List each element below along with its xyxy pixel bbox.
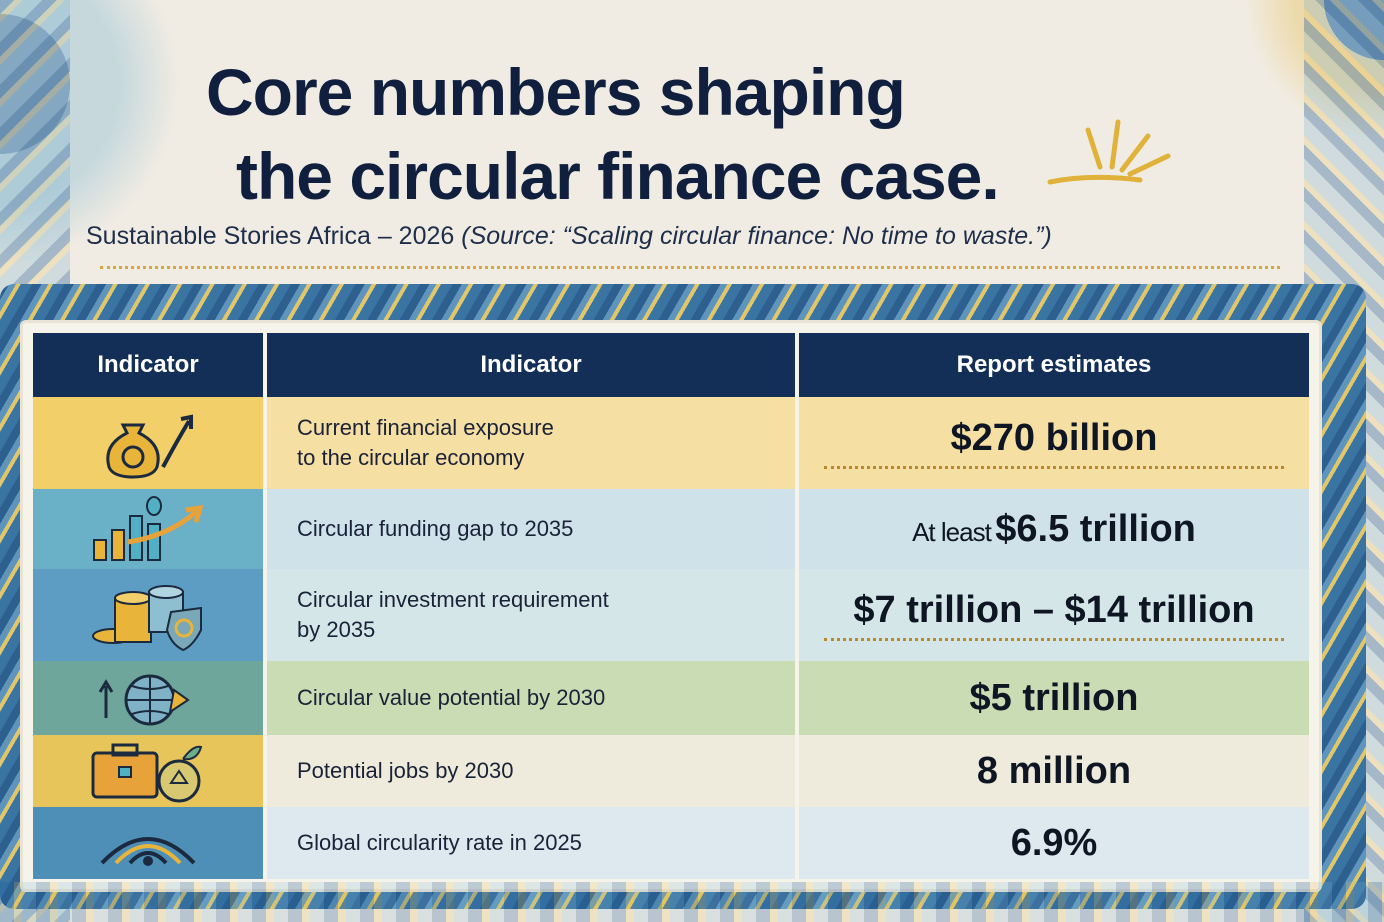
row-icon-cell <box>33 807 267 879</box>
coins-shield-icon <box>92 585 202 652</box>
indicator-table: Indicator Indicator Report estimates <box>33 333 1309 879</box>
row-label-line-1: Circular funding gap to 2035 <box>297 516 574 541</box>
briefcase-recycle-icon <box>91 743 203 803</box>
row-value-cell: $5 trillion <box>799 661 1309 735</box>
row-label-line-1: Global circularity rate in 2025 <box>297 830 582 855</box>
decorative-border-bottom <box>0 882 1384 922</box>
title-line-2: the circular finance case. <box>236 139 1000 213</box>
row-label-cell: Global circularity rate in 2025 <box>267 807 799 879</box>
table-panel: Indicator Indicator Report estimates <box>20 320 1322 892</box>
decorative-pattern-top-left <box>0 0 230 280</box>
globe-arrows-icon <box>98 674 190 726</box>
table-row: Circular funding gap to 2035 At least $6… <box>33 489 1309 569</box>
row-label-line-1: Circular investment requirement <box>297 587 609 612</box>
bar-chart-growth-icon <box>93 496 204 561</box>
row-value-cell: 6.9% <box>799 807 1309 879</box>
row-label-line-1: Current financial exposure <box>297 415 554 440</box>
row-value-prefix: At least <box>912 516 992 547</box>
row-value: 6.9% <box>1010 821 1098 864</box>
money-bag-recycle-icon <box>106 414 193 479</box>
header-icon-column: Indicator <box>33 333 267 397</box>
table-row: Potential jobs by 2030 8 million <box>33 735 1309 807</box>
row-value: $7 trillion – $14 trillion <box>853 589 1255 631</box>
row-icon-cell <box>33 569 267 661</box>
row-label-cell: Circular funding gap to 2035 <box>267 489 799 569</box>
row-label-line-1: Circular value potential by 2030 <box>297 685 606 710</box>
row-label-cell: Circular investment requirement by 2035 <box>267 569 799 661</box>
table-row: Global circularity rate in 2025 6.9% <box>33 807 1309 879</box>
page-title: Core numbers shaping the circular financ… <box>206 50 1106 218</box>
row-value: $270 billion <box>950 417 1158 459</box>
table-row: Current financial exposure to the circul… <box>33 397 1309 489</box>
row-label-line-2: to the circular economy <box>297 445 525 470</box>
row-value-cell: 8 million <box>799 735 1309 807</box>
subtitle-main: Sustainable Stories Africa – 2026 <box>86 222 455 250</box>
decorative-pattern-top-right <box>1144 0 1384 160</box>
row-value-cell: $7 trillion – $14 trillion <box>799 569 1309 661</box>
row-label-line-2: by 2035 <box>297 617 376 642</box>
row-value-cell: At least $6.5 trillion <box>799 489 1309 569</box>
row-icon-cell <box>33 489 267 569</box>
row-label-cell: Current financial exposure to the circul… <box>267 397 799 489</box>
circular-waves-icon <box>100 837 196 866</box>
subtitle-source: (Source: “Scaling circular finance: No t… <box>461 222 1052 250</box>
dotted-divider <box>100 266 1280 269</box>
row-value: $5 trillion <box>969 676 1139 719</box>
subtitle: Sustainable Stories Africa – 2026 (Sourc… <box>86 222 1052 251</box>
sun-rays-icon <box>1047 119 1171 185</box>
row-value-cell: $270 billion <box>799 397 1309 489</box>
dotted-underline <box>824 638 1284 641</box>
table-row: Circular value potential by 2030 $5 tril… <box>33 661 1309 735</box>
header-indicator-column: Indicator <box>267 333 799 397</box>
row-icon-cell <box>33 735 267 807</box>
row-value: $6.5 trillion <box>995 507 1196 550</box>
table-header-row: Indicator Indicator Report estimates <box>33 333 1309 397</box>
row-icon-cell <box>33 397 267 489</box>
row-icon-cell <box>33 661 267 735</box>
row-label-cell: Circular value potential by 2030 <box>267 661 799 735</box>
title-line-1: Core numbers shaping <box>206 55 906 129</box>
row-label-line-1: Potential jobs by 2030 <box>297 758 514 783</box>
dotted-underline <box>824 466 1284 469</box>
row-value: 8 million <box>976 749 1132 792</box>
header-estimates-column: Report estimates <box>799 333 1309 397</box>
row-label-cell: Potential jobs by 2030 <box>267 735 799 807</box>
table-row: Circular investment requirement by 2035 … <box>33 569 1309 661</box>
